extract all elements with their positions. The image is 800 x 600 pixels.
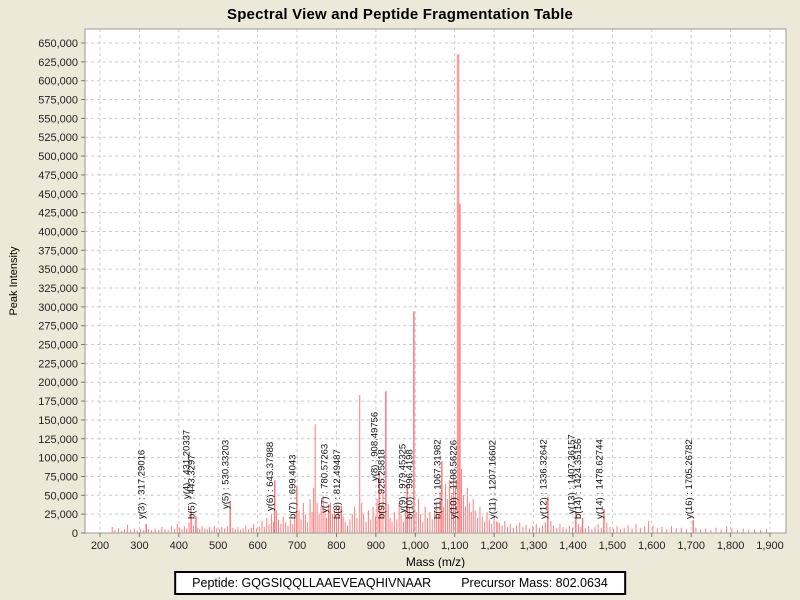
plot-area[interactable]: [85, 29, 786, 533]
svg-text:1,800: 1,800: [717, 540, 745, 552]
svg-text:150,000: 150,000: [38, 415, 78, 427]
svg-text:75,000: 75,000: [44, 471, 78, 483]
svg-text:1,500: 1,500: [599, 540, 627, 552]
svg-text:125,000: 125,000: [38, 434, 78, 446]
precursor-mass-label: Precursor Mass:: [461, 576, 553, 590]
fragment-ion-label: y(11) : 1207.16602: [487, 440, 498, 519]
fragment-ion-label: y(13) : 1407.36157: [566, 434, 577, 514]
svg-text:1,100: 1,100: [441, 540, 469, 552]
precursor-mass-value: 802.0634: [555, 576, 608, 590]
fragment-ion-label: y(4) : 431.20337: [182, 430, 193, 499]
svg-text:1,000: 1,000: [402, 540, 430, 552]
fragment-ion-peaks: [145, 54, 694, 533]
x-axis-title: Mass (m/z): [406, 555, 465, 568]
gridlines: [85, 29, 786, 533]
peptide-info-bar: Peptide: GQGSIQQLLAAEVEAQHIVNAAR Precurs…: [174, 571, 626, 595]
svg-text:1,300: 1,300: [520, 540, 548, 552]
svg-text:575,000: 575,000: [38, 95, 78, 107]
spectrum-noise-peaks: [111, 203, 767, 533]
chart-title: Spectral View and Peptide Fragmentation …: [226, 6, 574, 23]
svg-text:250,000: 250,000: [38, 340, 78, 352]
svg-text:1,700: 1,700: [677, 540, 705, 552]
svg-text:325,000: 325,000: [38, 283, 78, 295]
fragment-ion-label: b(14) : 1424.35156: [573, 439, 584, 519]
plot-border: [84, 28, 787, 534]
svg-text:600: 600: [248, 540, 266, 552]
fragment-ion-label: b(10) : 996.4198: [404, 449, 415, 519]
svg-text:400: 400: [170, 540, 188, 552]
peptide-sequence-value: GQGSIQQLLAAEVEAQHIVNAAR: [241, 576, 432, 590]
axis-ticks: [81, 42, 771, 537]
axis-tick-labels: 0 25,000 50,000 75,000 100,000 125,000 150,000…: [38, 38, 784, 552]
fragment-ion-label: y(9) : 979.45325: [398, 444, 409, 513]
svg-text:1,600: 1,600: [638, 540, 666, 552]
fragment-ion-label: y(10) : 1108.56226: [449, 440, 460, 519]
svg-text:0: 0: [72, 528, 78, 540]
svg-text:375,000: 375,000: [38, 245, 78, 257]
svg-text:275,000: 275,000: [38, 321, 78, 333]
svg-text:350,000: 350,000: [38, 264, 78, 276]
svg-text:25,000: 25,000: [44, 509, 78, 521]
svg-text:625,000: 625,000: [38, 57, 78, 69]
svg-text:550,000: 550,000: [38, 113, 78, 125]
peptide-label: Peptide:: [192, 576, 239, 590]
fragment-ion-label: y(16) : 1705.26782: [684, 439, 695, 519]
svg-text:600,000: 600,000: [38, 76, 78, 88]
fragment-ion-label: b(7) : 699.4043: [287, 455, 298, 519]
svg-text:400,000: 400,000: [38, 226, 78, 238]
svg-text:475,000: 475,000: [38, 170, 78, 182]
svg-text:1,400: 1,400: [559, 540, 587, 552]
svg-text:1,900: 1,900: [756, 540, 784, 552]
fragment-ion-label: y(6) : 643.37988: [265, 442, 276, 511]
svg-text:450,000: 450,000: [38, 189, 78, 201]
svg-text:200,000: 200,000: [38, 377, 78, 389]
fragment-ion-label: y(12) : 1336.32642: [538, 439, 549, 519]
svg-text:50,000: 50,000: [44, 490, 78, 502]
fragment-ion-label: b(8) : 812.49487: [332, 449, 343, 519]
svg-text:650,000: 650,000: [38, 38, 78, 50]
y-axis-title: Peak Intensity: [8, 246, 20, 316]
fragment-ion-label: y(5) : 530.33203: [221, 440, 232, 509]
peptide-sequence-field: Peptide: GQGSIQQLLAAEVEAQHIVNAAR: [192, 576, 431, 590]
svg-text:1,200: 1,200: [480, 540, 508, 552]
svg-text:300,000: 300,000: [38, 302, 78, 314]
svg-text:900: 900: [367, 540, 385, 552]
svg-text:225,000: 225,000: [38, 358, 78, 370]
svg-text:200: 200: [91, 540, 109, 552]
fragment-ion-label: b(5) : 443.3297: [186, 455, 197, 519]
svg-text:800: 800: [327, 540, 345, 552]
svg-text:300: 300: [130, 540, 148, 552]
fragment-ion-label: y(14) : 1478.62744: [594, 439, 605, 519]
fragment-ion-label: y(7) : 780.57263: [319, 444, 330, 513]
fragment-ion-label: y(8) : 908.49756: [370, 412, 381, 481]
svg-text:175,000: 175,000: [38, 396, 78, 408]
svg-text:500: 500: [209, 540, 227, 552]
svg-text:700: 700: [288, 540, 306, 552]
fragment-ion-label: b(9) : 925.25818: [376, 449, 387, 519]
svg-text:500,000: 500,000: [38, 151, 78, 163]
svg-text:425,000: 425,000: [38, 208, 78, 220]
fragment-ion-label: y(3) : 317.29016: [137, 450, 148, 519]
svg-text:100,000: 100,000: [38, 453, 78, 465]
precursor-mass-field: Precursor Mass: 802.0634: [461, 576, 608, 590]
fragment-ion-label: b(11) : 1067.31982: [432, 439, 443, 519]
svg-text:525,000: 525,000: [38, 132, 78, 144]
